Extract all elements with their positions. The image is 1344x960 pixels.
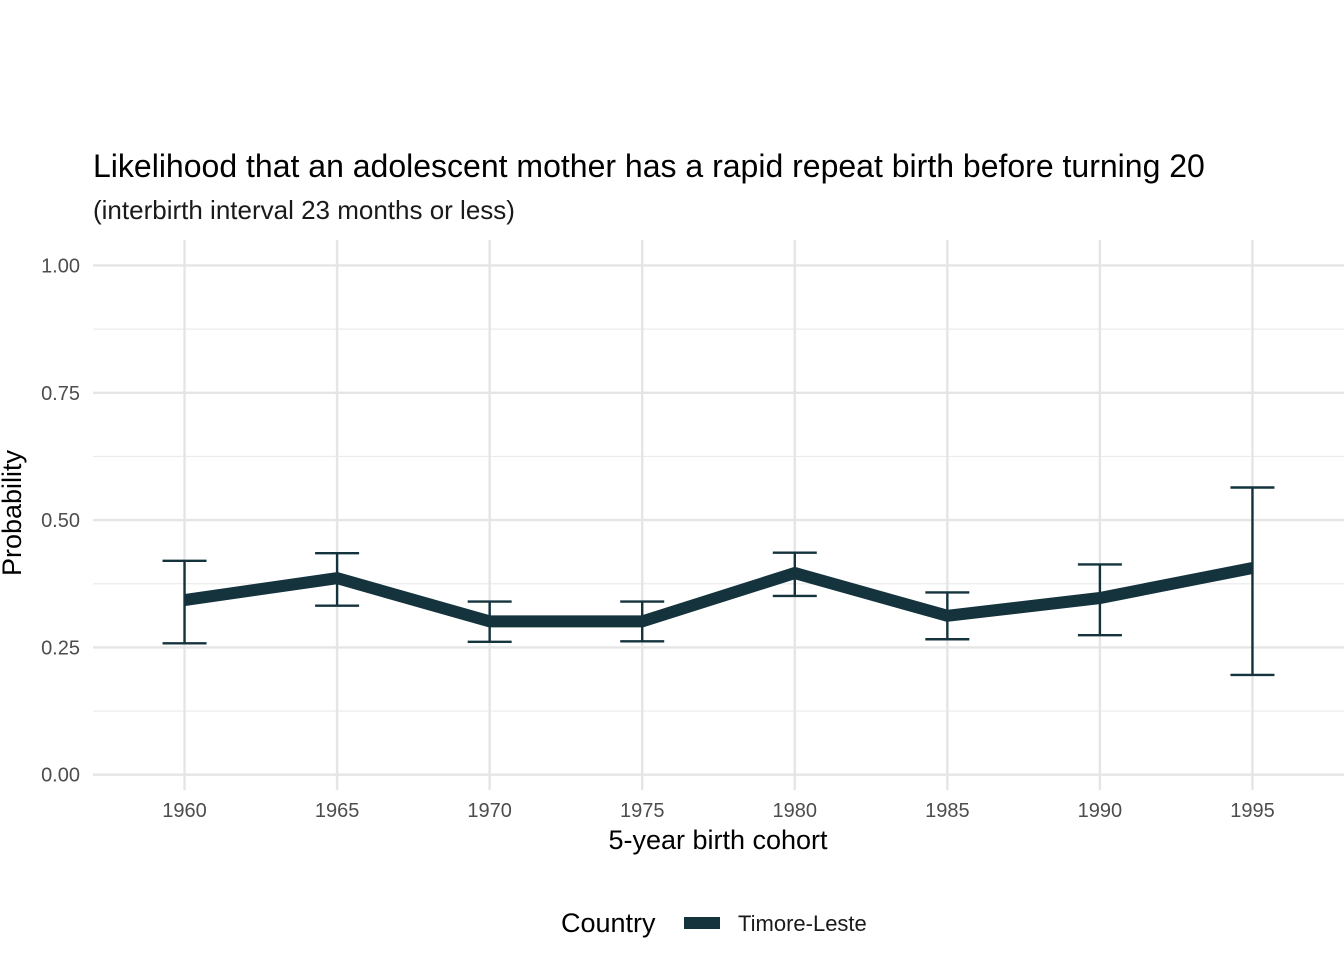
y-tick-label: 0.00: [41, 765, 80, 787]
error-bars: [162, 486, 1275, 677]
x-tick-label: 1965: [315, 800, 360, 822]
x-tick-label: 1980: [773, 800, 818, 822]
x-tick-label: 1995: [1230, 800, 1275, 822]
major-gridlines: [93, 240, 1344, 790]
y-tick-label: 0.75: [41, 383, 80, 405]
y-axis-title: Probability: [0, 449, 27, 576]
chart-subtitle: (interbirth interval 23 months or less): [93, 195, 515, 225]
error-bar: [1230, 486, 1275, 677]
error-bar: [162, 559, 207, 645]
legend-label-timore-leste: Timore-Leste: [738, 911, 867, 936]
series-lines: [183, 562, 1254, 628]
y-tick-label: 1.00: [41, 255, 80, 277]
series-line: [183, 562, 1254, 628]
x-axis-title: 5-year birth cohort: [608, 825, 828, 855]
y-tick-label: 0.50: [41, 510, 80, 532]
x-tick-label: 1970: [467, 800, 512, 822]
legend: Country Timore-Leste: [561, 908, 867, 938]
x-axis-ticks: 1960 1965 1970 1975 1980 1985 1990 1995: [162, 800, 1274, 822]
x-tick-label: 1985: [925, 800, 970, 822]
y-axis-ticks: 0.00 0.25 0.50 0.75 1.00: [41, 255, 80, 786]
legend-title: Country: [561, 908, 656, 938]
x-tick-label: 1990: [1078, 800, 1123, 822]
chart-title: Likelihood that an adolescent mother has…: [93, 148, 1205, 184]
x-tick-label: 1960: [162, 800, 207, 822]
x-tick-label: 1975: [620, 800, 665, 822]
y-tick-label: 0.25: [41, 637, 80, 659]
